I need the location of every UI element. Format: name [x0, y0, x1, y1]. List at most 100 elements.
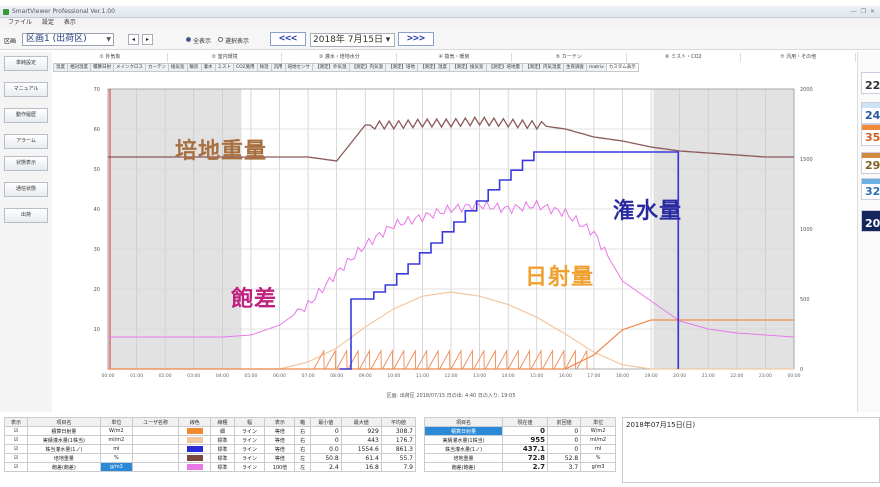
table-row[interactable]: ☑ 培地重量% 標準 ライン 等倍左 50.8 61.4 55.7: [3, 453, 417, 463]
y-tick-right: 2000: [800, 87, 813, 93]
sensor-card[interactable]: 32: [861, 178, 880, 200]
cell-unit: g/m3: [580, 462, 616, 472]
subtab-16[interactable]: 【測定】培地: [385, 63, 419, 72]
cell-axis: 左: [294, 453, 311, 463]
radio-all[interactable]: [186, 37, 191, 42]
table-row[interactable]: 培地重量 72.8 52.8%: [423, 453, 616, 463]
subtab-7[interactable]: 暖房: [186, 63, 202, 72]
table-row[interactable]: ☑ 株当灌水量(1ノ) ml 標準 ライン 等倍右 0.0 1554.6 861.3: [3, 444, 417, 454]
table-row[interactable]: 飽差(飽差) 2.7 3.7 g/m3: [423, 462, 616, 472]
series-table-header: 線種: [210, 417, 235, 427]
subtab-20[interactable]: 【測定】内気湿度: [522, 63, 565, 72]
color-swatch[interactable]: [186, 463, 203, 470]
tab-group-5[interactable]: ⑤ カーテン: [512, 53, 627, 62]
subtab-19[interactable]: 【測定】培地量: [485, 63, 524, 72]
subtab-17[interactable]: 【測定】湿度: [417, 63, 451, 72]
subtab-6[interactable]: 換気窓: [168, 63, 188, 72]
x-tick: 16:00: [559, 373, 572, 379]
prev-day-button[interactable]: <<<: [270, 32, 306, 46]
cell-width: ライン: [233, 462, 266, 472]
cell-name: 株当灌水量(1ノ): [423, 444, 504, 454]
subtab-11[interactable]: 除湿: [256, 63, 272, 72]
tab-group-6[interactable]: ⑥ ミスト・CO2: [627, 53, 742, 62]
sidebar-item-status[interactable]: 状態表示: [4, 156, 48, 171]
table-row[interactable]: ☑ 実績灌水量(1株当) ml/m2 標準 ライン 等倍右 0 443 176.7: [3, 435, 417, 445]
prev-area-button[interactable]: ◂: [128, 34, 139, 45]
sidebar-item-alarm[interactable]: アラーム: [4, 134, 48, 149]
cell-unit: W/m2: [99, 426, 134, 436]
menu-file[interactable]: ファイル: [8, 19, 33, 26]
subtab-5[interactable]: カーテン: [145, 63, 169, 72]
x-tick: 20:00: [673, 373, 686, 379]
menu-settings[interactable]: 設定: [41, 19, 54, 26]
subtab-13[interactable]: 培地センサ: [284, 63, 314, 72]
x-tick: 12:00: [445, 373, 458, 379]
radio-select[interactable]: [218, 37, 223, 42]
x-tick: 09:00: [359, 373, 372, 379]
tab-group-4[interactable]: ④ 換気・暖房: [397, 53, 512, 62]
sidebar-item-manual[interactable]: マニュアル: [4, 82, 48, 97]
subtab-8[interactable]: 灌水: [200, 63, 216, 72]
sidebar-item-ship[interactable]: 出荷: [4, 208, 48, 223]
x-tick: 23:00: [759, 373, 772, 379]
sensor-card[interactable]: 22: [861, 72, 880, 94]
subtab-9[interactable]: ミスト: [214, 63, 234, 72]
cell-unit: ml/m2: [580, 435, 616, 445]
date-picker[interactable]: 2018年 7月15日 ▾: [310, 33, 395, 47]
table-row[interactable]: 積算日射量 0 0 W/m2: [423, 426, 616, 436]
subtab-4[interactable]: メインクロス: [113, 63, 146, 72]
cell-max: 929: [340, 426, 382, 436]
sensor-card[interactable]: 24: [861, 102, 880, 124]
color-swatch[interactable]: [186, 436, 203, 443]
chart-caption: 区画: 出荷区 2018/07/15 日の出: 4:40 日の入り: 19:05: [386, 392, 515, 399]
cell-show[interactable]: ☑: [3, 426, 29, 436]
cell-show[interactable]: ☑: [3, 462, 29, 472]
subtab-18[interactable]: 【測定】換気窓: [449, 63, 487, 72]
night-band: [108, 89, 242, 369]
tab-group-3[interactable]: ③ 灌水・培地水分: [282, 53, 398, 62]
y-tick-right: 500: [800, 297, 810, 303]
table-row[interactable]: 実績灌水量(1株当) 955 0 ml/m2: [423, 435, 616, 445]
bottom-panel: 表示 項目名 単位 ユーザ名称 線色 線種幅表示軸最小値 最大値 平均値 ☑ 積算日射量 W/m2…: [3, 413, 880, 487]
subtab-2[interactable]: 相対湿度: [67, 63, 91, 72]
subtab-21[interactable]: 生育調査: [563, 63, 588, 72]
tab-group-1[interactable]: ① 外気象: [53, 53, 168, 62]
tab-group-2[interactable]: ② 室内環境: [168, 53, 283, 62]
subtab-10[interactable]: CO2施用: [233, 63, 258, 72]
next-day-button[interactable]: >>>: [398, 32, 434, 46]
sensor-card[interactable]: 29: [861, 152, 880, 174]
table-row[interactable]: 株当灌水量(1ノ) 437.1 0 ml: [423, 444, 616, 454]
next-area-button[interactable]: ▸: [142, 34, 153, 45]
cell-unit: ml/m2: [99, 435, 134, 445]
x-tick: 03:00: [187, 373, 200, 379]
x-tick: 01:00: [130, 373, 143, 379]
subtab-14[interactable]: 【測定】外気温: [312, 63, 350, 72]
color-swatch[interactable]: [186, 454, 203, 461]
x-tick: 06:00: [273, 373, 286, 379]
sensor-card[interactable]: 20: [861, 210, 880, 232]
window-controls[interactable]: — ❐ ✕: [850, 8, 876, 15]
table-row[interactable]: ☑ 飽差(飽差) g/m3 標準 ライン 100倍左 2.4 16.8 7.9: [3, 462, 417, 472]
subtab-22[interactable]: matrix: [586, 63, 607, 72]
subtab-3[interactable]: 積算日射: [90, 63, 114, 72]
subtab-23[interactable]: カスタム表示: [605, 63, 639, 72]
subtab-15[interactable]: 【測定】内気温: [348, 63, 387, 72]
table-row[interactable]: ☑ 積算日射量 W/m2 細ライン 等倍右 0 929 308.7: [3, 426, 417, 436]
cell-show[interactable]: ☑: [3, 453, 29, 463]
tab-group-7[interactable]: ⑦ 汎用・その他: [741, 53, 856, 62]
color-swatch[interactable]: [186, 445, 203, 452]
sidebar-item-comm[interactable]: 通信状態: [4, 182, 48, 197]
sidebar-item-history[interactable]: 動作履歴: [4, 108, 48, 123]
area-select[interactable]: 区画1 (出荷区) ▼: [22, 33, 114, 46]
subtab-1[interactable]: 温度: [53, 63, 68, 72]
menu-view[interactable]: 表示: [63, 19, 76, 26]
cell-avg: 308.7: [380, 426, 417, 436]
sensor-card[interactable]: 35: [861, 124, 880, 146]
cell-max: 16.8: [340, 462, 382, 472]
cell-type: 標準: [210, 462, 235, 472]
sidebar-item-simple-settings[interactable]: 単純設定: [4, 56, 48, 71]
cell-show[interactable]: ☑: [3, 435, 29, 445]
color-swatch[interactable]: [186, 427, 203, 434]
cell-show[interactable]: ☑: [3, 444, 29, 454]
subtab-12[interactable]: 汎用: [270, 63, 286, 72]
